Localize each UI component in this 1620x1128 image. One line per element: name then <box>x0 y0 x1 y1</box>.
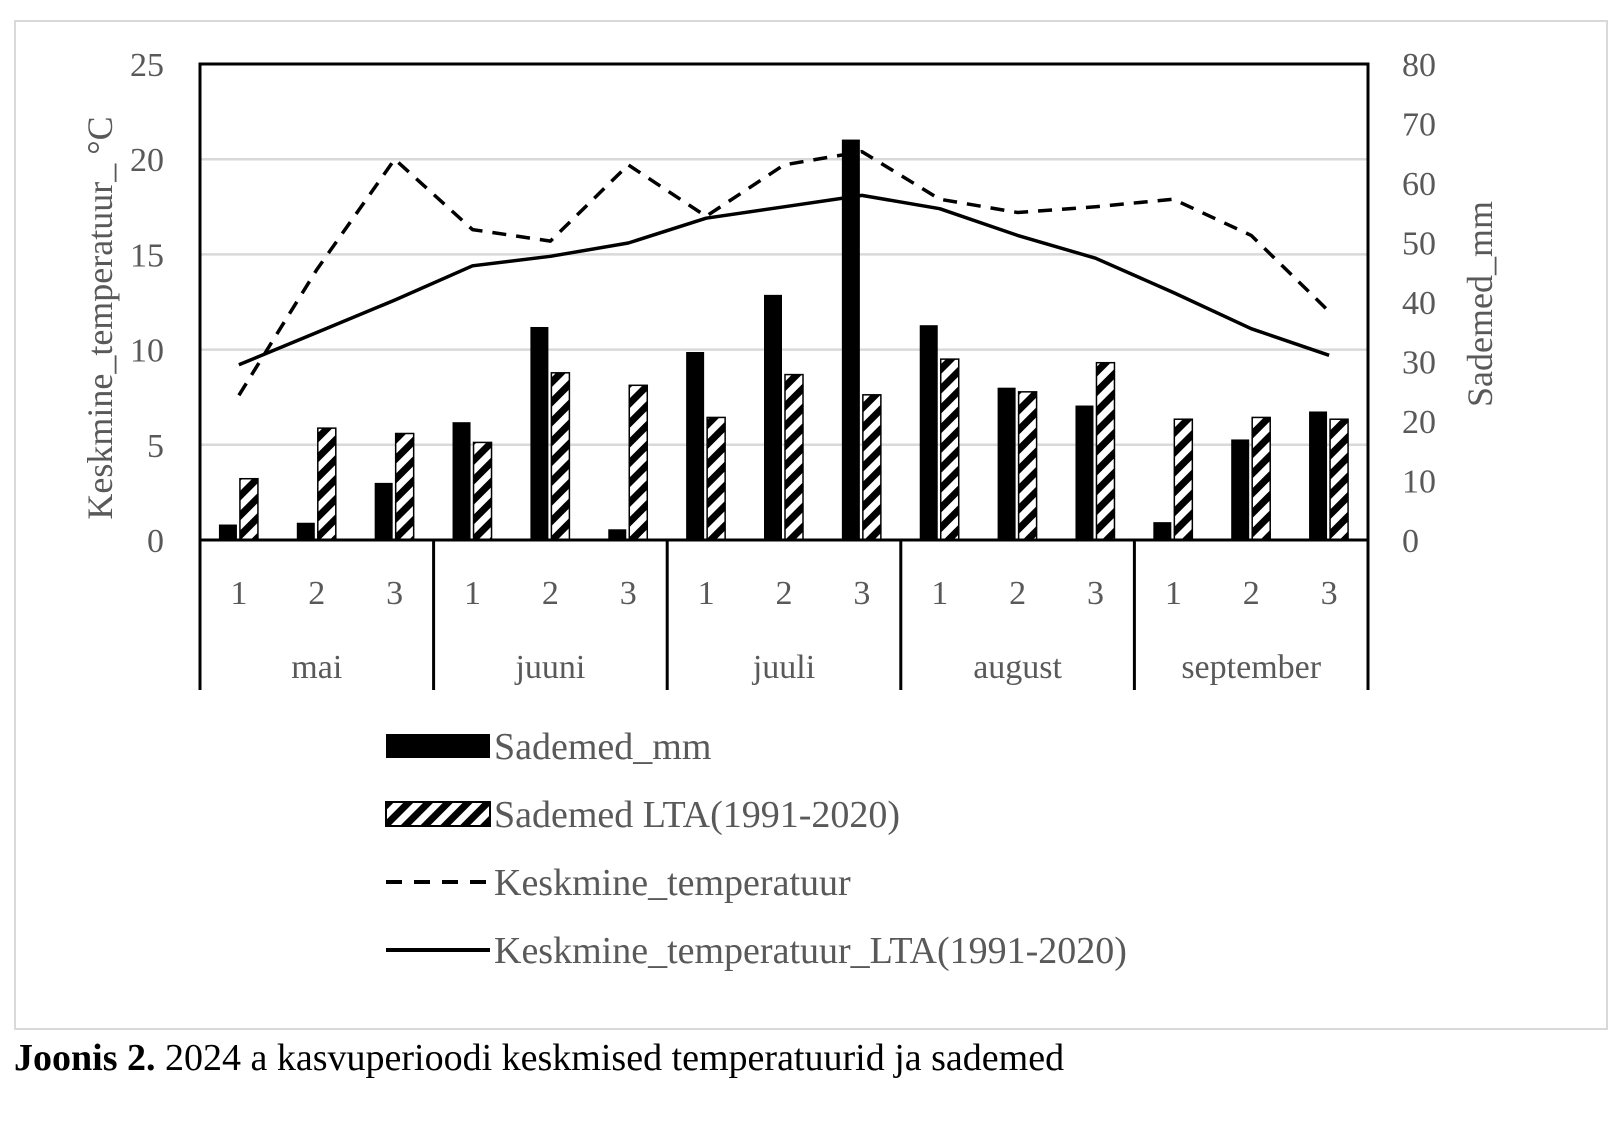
bar-sademed <box>841 139 860 540</box>
x-tick-label: 1 <box>464 575 481 612</box>
bar-sademed-lta <box>472 441 493 541</box>
x-tick-label: 3 <box>386 575 403 612</box>
x-group-label: juuni <box>514 649 585 686</box>
y-right-tick-label: 80 <box>1402 47 1436 84</box>
y-left-tick-label: 5 <box>147 428 164 465</box>
bar-sademed <box>452 422 471 540</box>
bar-sademed <box>686 351 705 540</box>
x-tick-label: 2 <box>542 575 559 612</box>
x-tick-label: 3 <box>620 575 637 612</box>
figure-caption: Joonis 2. 2024 a kasvuperioodi keskmised… <box>14 1036 1064 1080</box>
y-right-tick-label: 20 <box>1402 404 1436 441</box>
bar-sademed <box>374 482 393 540</box>
x-tick-label: 1 <box>230 575 247 612</box>
bar-sademed <box>530 326 549 540</box>
legend-label: Keskmine_temperatuur <box>494 862 851 904</box>
bar-sademed <box>1075 405 1094 540</box>
y-left-axis-title: Keskmine_temperatuur_ °C <box>80 116 120 519</box>
bar-sademed-lta <box>317 427 337 541</box>
bar-sademed-lta <box>1095 361 1116 541</box>
bar-sademed-lta <box>1017 391 1038 541</box>
x-tick-label: 1 <box>698 575 715 612</box>
y-right-tick-label: 40 <box>1402 285 1436 322</box>
line-keskmine-temperatuur-lta <box>238 193 1330 367</box>
bar-sademed-lta <box>1329 418 1349 541</box>
y-right-axis-title: Sademed_mm <box>1460 201 1500 407</box>
x-group-label: september <box>1181 649 1321 686</box>
y-right-tick-label: 30 <box>1402 345 1436 382</box>
bar-sademed <box>296 522 315 540</box>
bar-sademed-lta <box>784 373 804 541</box>
plot-border <box>198 62 1370 542</box>
bar-sademed <box>608 529 627 540</box>
x-tick-label: 3 <box>1087 575 1104 612</box>
x-tick-label: 3 <box>1321 575 1338 612</box>
x-group-label: mai <box>291 649 342 686</box>
bar-sademed <box>1309 411 1328 540</box>
legend-swatch-hatched <box>385 801 491 827</box>
x-tick-label: 2 <box>1243 575 1260 612</box>
y-left-tick-label: 15 <box>130 237 164 274</box>
bar-sademed-lta <box>1251 416 1271 541</box>
y-right-tick-label: 10 <box>1402 464 1436 501</box>
bar-sademed-lta <box>706 416 726 541</box>
bars <box>218 139 1349 541</box>
axes: 0 5 10 15 20 25 0 10 20 30 40 50 60 70 80 1 2 3 1 2 3 1 2 3 1 2 3 1… <box>130 47 1436 690</box>
caption-text: 2024 a kasvuperioodi keskmised temperatu… <box>155 1037 1065 1079</box>
chart-svg: 0 5 10 15 20 25 0 10 20 30 40 50 60 70 80 1 2 3 1 2 3 1 2 3 1 2 3 1… <box>80 47 1500 972</box>
lines <box>237 149 1331 397</box>
bar-sademed <box>218 524 237 540</box>
bar-sademed <box>997 387 1016 540</box>
x-tick-label: 1 <box>1165 575 1182 612</box>
bar-sademed-lta <box>862 394 882 541</box>
legend-label: Keskmine_temperatuur_LTA(1991-2020) <box>494 930 1127 972</box>
y-left-tick-label: 10 <box>130 333 164 370</box>
x-tick-label: 3 <box>853 575 870 612</box>
x-tick-label: 2 <box>776 575 793 612</box>
bar-sademed <box>1231 439 1250 540</box>
x-group-label: august <box>973 649 1062 686</box>
legend-label: Sademed_mm <box>494 726 711 768</box>
y-left-tick-label: 0 <box>147 523 164 560</box>
y-left-tick-label: 25 <box>130 47 164 84</box>
bar-sademed <box>1153 522 1172 540</box>
legend-swatch-solid <box>386 734 490 758</box>
y-right-tick-label: 50 <box>1402 226 1436 263</box>
y-right-tick-label: 60 <box>1402 166 1436 203</box>
gridlines <box>200 157 1368 447</box>
bar-sademed <box>919 325 938 540</box>
bar-sademed-lta <box>1173 418 1194 541</box>
bar-sademed-lta <box>239 477 259 541</box>
x-tick-label: 2 <box>308 575 325 612</box>
x-group-label: juuli <box>752 649 815 686</box>
chart-frame: 0 5 10 15 20 25 0 10 20 30 40 50 60 70 80 1 2 3 1 2 3 1 2 3 1 2 3 1… <box>14 20 1608 1030</box>
legend-label: Sademed LTA(1991-2020) <box>494 794 900 836</box>
x-tick-label: 2 <box>1009 575 1026 612</box>
legend: Sademed_mm Sademed LTA(1991-2020) Keskmine… <box>385 726 1127 972</box>
caption-label: Joonis 2. <box>14 1037 156 1079</box>
bar-sademed-lta <box>394 432 415 541</box>
bar-sademed <box>764 294 782 540</box>
bar-sademed-lta <box>939 358 960 541</box>
y-left-tick-label: 20 <box>130 142 164 179</box>
bar-sademed-lta <box>550 372 571 541</box>
y-right-tick-label: 70 <box>1402 107 1436 144</box>
bar-sademed-lta <box>628 384 649 541</box>
y-right-tick-label: 0 <box>1402 523 1419 560</box>
x-tick-label: 1 <box>931 575 948 612</box>
line-keskmine-temperatuur <box>237 149 1331 397</box>
